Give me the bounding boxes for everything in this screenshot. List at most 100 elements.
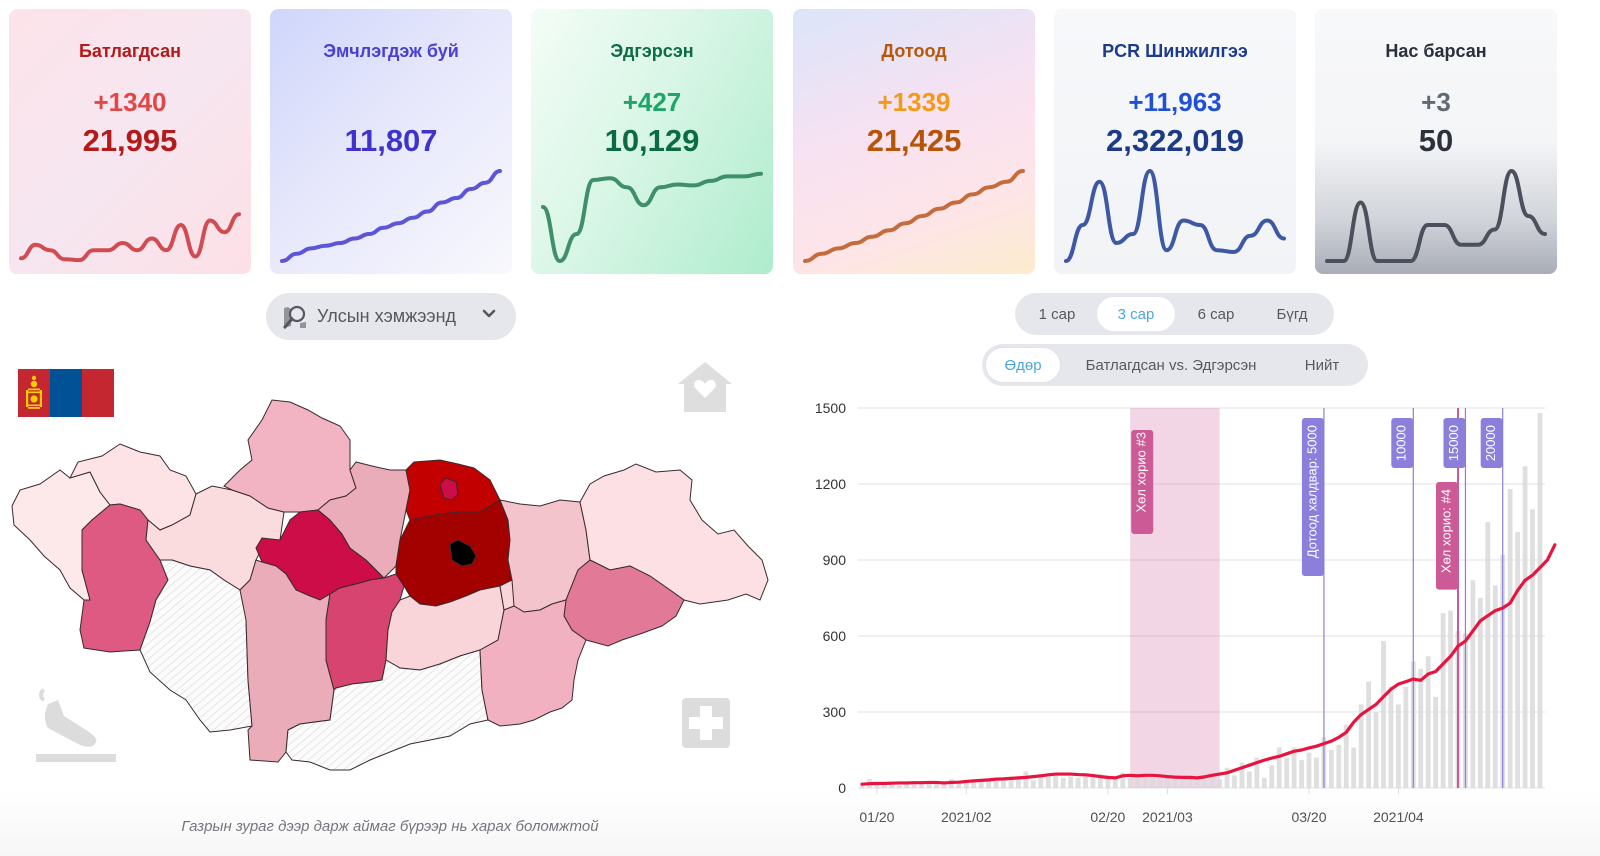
bar xyxy=(956,781,962,788)
bar xyxy=(1530,509,1535,788)
bar xyxy=(859,785,865,788)
annotation-label-box xyxy=(1391,418,1414,468)
bar xyxy=(1120,772,1126,788)
city-ulaanbaatar[interactable] xyxy=(449,539,477,567)
bar xyxy=(1306,752,1312,788)
bar xyxy=(1299,760,1304,788)
bar xyxy=(1477,598,1483,788)
annotation-label-box xyxy=(1131,430,1154,534)
bar xyxy=(1433,696,1439,788)
card-local[interactable]: Дотоод +1339 21,425 xyxy=(793,9,1035,274)
tab-total[interactable]: Нийт xyxy=(1304,356,1340,374)
province-dornogovi[interactable] xyxy=(479,599,587,727)
bar xyxy=(1351,747,1357,788)
bar xyxy=(1023,771,1029,788)
mongolia-map xyxy=(11,399,769,771)
card-deaths[interactable]: Нас барсан +3 50 xyxy=(1315,9,1557,274)
bar xyxy=(1150,776,1155,788)
card-total: 21,425 xyxy=(866,123,962,158)
bar xyxy=(1001,780,1006,788)
bar xyxy=(1194,780,1200,788)
sparkline xyxy=(803,169,1025,263)
bar xyxy=(926,781,932,788)
period-tabs: 1 сар 3 сар 6 сар Бүгд xyxy=(1015,293,1334,335)
tab-6-months[interactable]: 6 сар xyxy=(1197,305,1235,323)
card-title: Дотоод xyxy=(881,41,947,61)
card-total: 21,995 xyxy=(82,123,178,158)
bar xyxy=(1016,777,1021,788)
card-title: Батлагдсан xyxy=(78,41,182,61)
bar xyxy=(881,784,887,788)
province-khovsgol[interactable] xyxy=(223,399,357,513)
bar xyxy=(1209,772,1215,788)
sparkline xyxy=(19,212,241,263)
bar xyxy=(1396,704,1401,788)
card-delta: +1340 xyxy=(93,87,167,117)
sparkline-path xyxy=(541,171,763,264)
card-confirmed[interactable]: Батлагдсан +1340 21,995 xyxy=(9,9,251,274)
card-under-treatment[interactable]: Эмчлэгдэж буй 11,807 xyxy=(270,9,512,274)
sparkline-path xyxy=(803,169,1025,263)
hospital-cross-icon[interactable] xyxy=(682,698,730,748)
bar xyxy=(1381,641,1386,788)
sparkline xyxy=(541,171,763,264)
bar xyxy=(1276,747,1282,788)
map-caption: Газрын зураг дээр дарж аймаг бүрээр нь х… xyxy=(181,818,599,835)
bar xyxy=(934,783,939,788)
x-tick-label: 01/20 xyxy=(859,809,894,825)
card-title: Эдгэрсэн xyxy=(610,41,694,61)
card-delta: +11,963 xyxy=(1128,87,1222,117)
bar xyxy=(1388,686,1394,788)
bar xyxy=(986,779,992,788)
bar xyxy=(1425,656,1431,788)
card-total: 11,807 xyxy=(344,123,438,158)
annotation-label-box xyxy=(1301,418,1324,576)
bar xyxy=(1157,777,1163,788)
tab-confirmed-vs-recovered[interactable]: Батлагдсан vs. Эдгэрсэн xyxy=(1085,356,1257,374)
bar xyxy=(1187,777,1193,788)
y-tick-label: 900 xyxy=(823,552,847,568)
y-tick-label: 600 xyxy=(823,628,847,644)
sparkline xyxy=(280,169,502,263)
bar xyxy=(1127,777,1133,788)
bar xyxy=(1038,774,1044,788)
annotation-label-box xyxy=(1436,482,1458,590)
bar xyxy=(911,784,917,788)
bar xyxy=(993,780,999,788)
bar xyxy=(919,782,924,788)
chevron-down-icon xyxy=(482,309,496,318)
bar xyxy=(1165,777,1170,788)
annotation-label-box xyxy=(1480,418,1503,468)
y-tick-label: 1500 xyxy=(815,400,846,416)
home-heart-icon[interactable] xyxy=(676,360,734,414)
average-line xyxy=(860,543,1557,786)
province-omnogovi[interactable] xyxy=(285,649,489,771)
tab-all[interactable]: Бүгд xyxy=(1276,305,1308,323)
bar xyxy=(1448,610,1453,788)
plane-arrival-icon[interactable] xyxy=(34,688,118,764)
bar xyxy=(1217,779,1222,788)
annotation-label: 20000 xyxy=(1483,425,1498,461)
bar xyxy=(1030,780,1036,788)
card-delta: +1339 xyxy=(877,87,951,117)
tab-3-months[interactable]: 3 сар xyxy=(1097,297,1175,331)
bar xyxy=(1418,668,1424,788)
tab-1-month[interactable]: 1 сар xyxy=(1038,305,1076,323)
sparkline-path xyxy=(280,169,502,263)
bar xyxy=(1254,757,1260,788)
card-title: Эмчлэгдэж буй xyxy=(323,41,459,61)
bar xyxy=(1202,776,1208,788)
bar xyxy=(1142,774,1148,788)
region-select[interactable]: Улсын хэмжээнд xyxy=(266,293,516,340)
province-darkhan-uul[interactable] xyxy=(439,477,459,501)
card-delta: +427 xyxy=(622,87,682,117)
view-tabs: Өдөр Батлагдсан vs. Эдгэрсэн Нийт xyxy=(982,344,1368,386)
mongolia-flag xyxy=(18,369,114,417)
card-recovered[interactable]: Эдгэрсэн +427 10,129 xyxy=(531,9,773,274)
tab-daily[interactable]: Өдөр xyxy=(985,347,1061,383)
bar xyxy=(1470,580,1476,788)
flag-stripe-left xyxy=(18,369,50,417)
card-pcr[interactable]: PCR Шинжилгээ +11,963 2,322,019 xyxy=(1054,9,1296,274)
bar xyxy=(904,784,910,788)
bar xyxy=(1232,775,1237,788)
